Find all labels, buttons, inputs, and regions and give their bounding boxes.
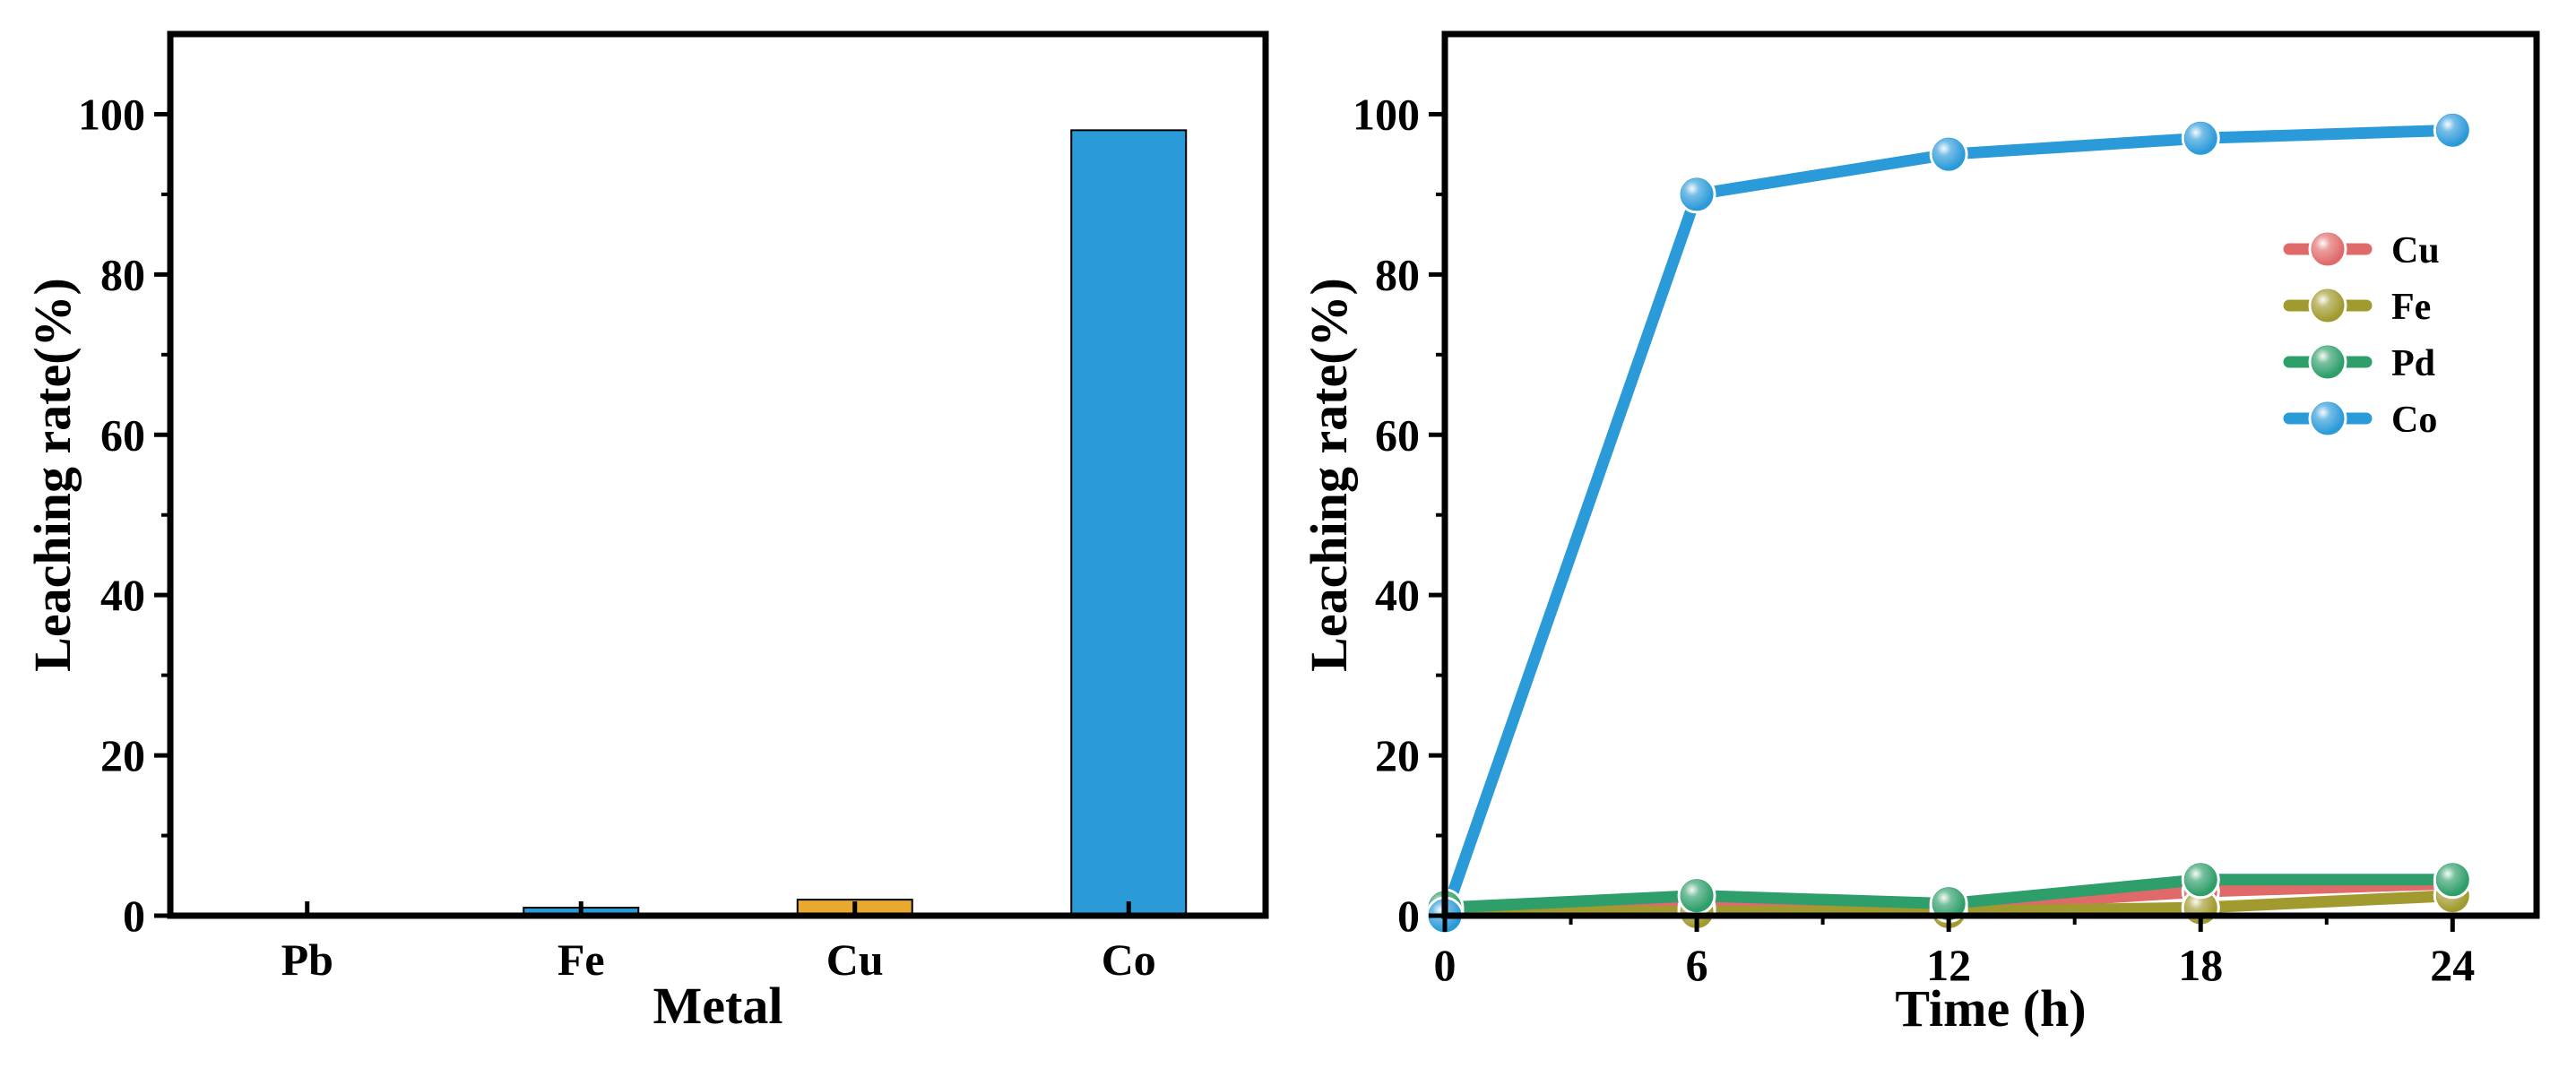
line-x-axis-title: Time (h) [1895,979,2086,1038]
point-pd [2181,860,2220,900]
legend-item-pd: Pd [2283,342,2435,384]
y-tick-label: 0 [1397,891,1420,941]
x-tick-label: 0 [1434,940,1457,990]
x-axis-ticks: Pb Fe Cu Co [281,901,1156,985]
y-tick-label: 40 [100,570,145,620]
line-y-axis-title: Leaching rate(%) [1300,278,1358,672]
legend-label: Pd [2391,343,2435,384]
y-tick-label: 40 [1375,570,1420,620]
bar-co [1070,129,1188,917]
legend-item-co: Co [2283,399,2437,441]
point-pd [1677,876,1716,916]
y-tick-label: 80 [1375,249,1420,299]
line-plot-frame [1441,30,2540,919]
x-tick-label: Co [1102,934,1156,985]
series-points [1425,110,2472,935]
legend-label: Cu [2391,230,2440,271]
legend-label: Fe [2391,287,2431,328]
y-tick-label: 20 [100,730,145,780]
x-axis-ticks: 0 6 12 18 24 [1434,916,2475,990]
y-tick-label: 60 [100,409,145,460]
x-tick-label: 12 [1926,940,1971,990]
legend: Cu Fe Pd Co [2283,229,2440,441]
y-tick-label: 20 [1375,730,1420,780]
x-tick-label: Fe [558,934,605,985]
bar-chart-panel: 0 20 40 60 80 100 Pb Fe Cu Co Metal Leaching rat… [23,30,1269,1035]
y-tick-label: 80 [100,249,145,299]
point-co [1677,175,1716,214]
bar-x-axis-title: Metal [653,977,783,1035]
y-axis-ticks: 0 20 40 60 80 100 [78,89,170,941]
bar-plot-frame [167,30,1269,919]
y-tick-label: 100 [78,89,145,139]
point-co [2181,118,2220,158]
point-co [1929,134,1968,174]
point-pd [2433,860,2472,900]
y-tick-label: 0 [123,891,145,941]
legend-item-cu: Cu [2283,229,2440,271]
x-tick-label: 6 [1686,940,1708,990]
x-tick-label: 18 [2178,940,2223,990]
bar-y-axis-title: Leaching rate(%) [23,278,82,672]
x-tick-label: 24 [2430,940,2475,990]
bar-group [523,129,1188,917]
legend-item-fe: Fe [2283,286,2431,328]
x-tick-label: Cu [826,934,884,985]
point-co [2433,110,2472,150]
y-tick-label: 60 [1375,409,1420,460]
y-axis-ticks: 0 20 40 60 80 100 [1353,89,1445,941]
x-tick-label: Pb [281,934,333,985]
legend-label: Co [2391,400,2437,441]
y-tick-label: 100 [1353,89,1420,139]
